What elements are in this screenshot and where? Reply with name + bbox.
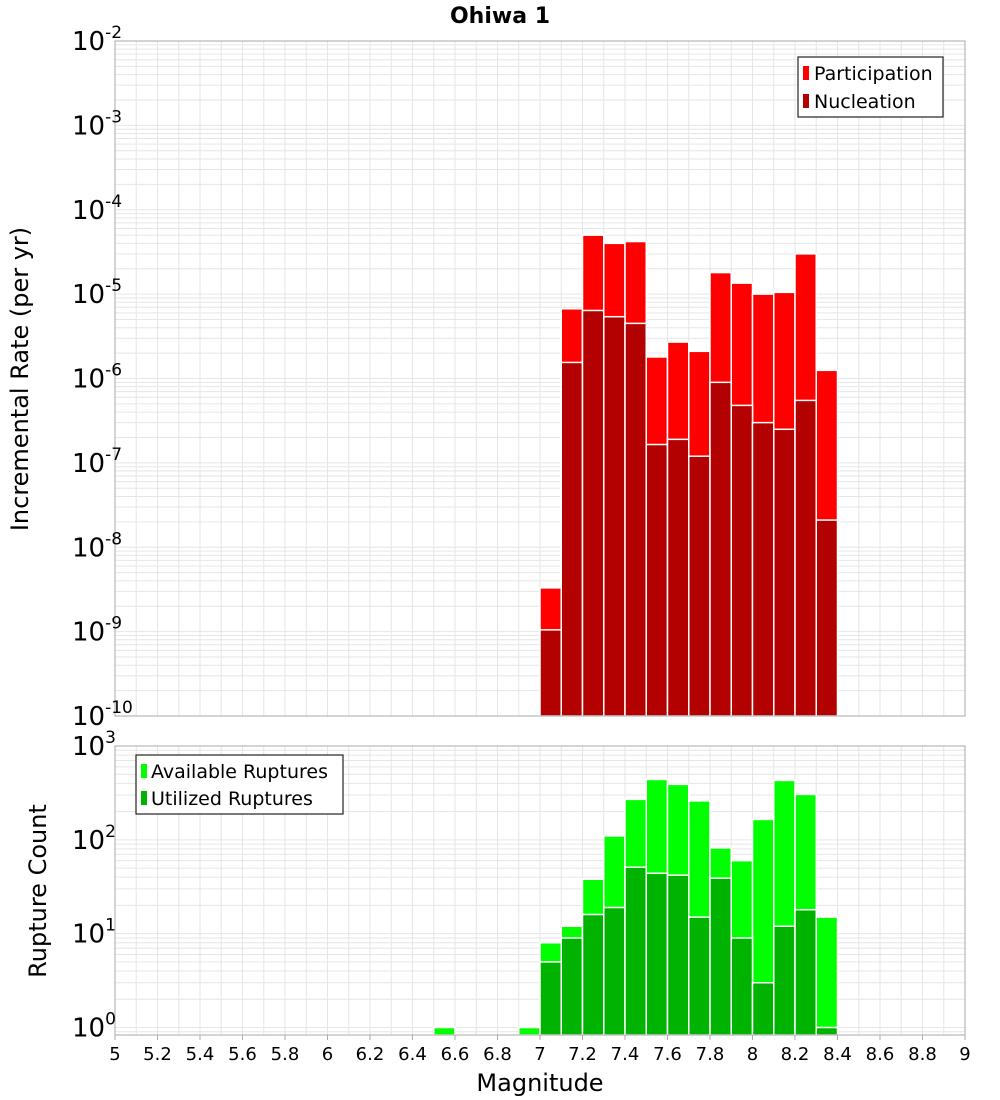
y-tick-label: 103	[72, 728, 116, 762]
bar-utilized-ruptures	[815, 1026, 839, 1036]
legend-swatch-nucleation	[803, 94, 809, 108]
bar-nucleation	[645, 443, 669, 717]
x-tick-label: 5.2	[143, 1044, 172, 1065]
x-tick-label: 8.8	[908, 1044, 937, 1065]
y-tick-label: 10-6	[72, 361, 122, 395]
x-tick-label: 6.6	[441, 1044, 470, 1065]
x-tick-label: 8.2	[781, 1044, 810, 1065]
x-tick-label: 6.2	[356, 1044, 385, 1065]
y-tick-label: 10-5	[72, 276, 122, 310]
bar-utilized-ruptures	[666, 874, 690, 1036]
x-tick-label: 8	[747, 1044, 758, 1065]
x-tick-label: 7.2	[568, 1044, 597, 1065]
bar-available-ruptures	[433, 1026, 456, 1036]
legend-label-nucleation: Nucleation	[814, 91, 916, 113]
y-tick-label: 101	[72, 916, 116, 950]
bar-utilized-ruptures	[645, 872, 669, 1036]
legend-label-participation: Participation	[814, 63, 933, 85]
rate-plot-bars	[539, 234, 839, 717]
x-tick-label: 5.4	[186, 1044, 215, 1065]
count-legend-box	[135, 754, 344, 815]
y-tick-label: 100	[72, 1009, 116, 1043]
count-plot-y-label: Rupture Count	[24, 804, 52, 978]
bar-nucleation	[560, 361, 584, 717]
y-tick-label: 10-2	[72, 23, 122, 57]
y-tick-label: 10-10	[72, 698, 133, 732]
bar-nucleation	[666, 438, 690, 717]
bar-nucleation	[730, 404, 754, 717]
rate-plot-y-label: Incremental Rate (per yr)	[6, 227, 34, 531]
x-tick-label: 7.4	[611, 1044, 640, 1065]
rate-plot-frame	[114, 40, 966, 717]
count-plot: 100 101 102 103 Rupture Count Available Rup…	[24, 728, 971, 1097]
x-tick-label: 6	[322, 1044, 333, 1065]
rate-plot-legend: Participation Nucleation	[797, 56, 944, 118]
bar-nucleation	[581, 309, 605, 717]
bar-utilized-ruptures	[751, 981, 775, 1036]
x-tick-label: 6.4	[398, 1044, 427, 1065]
bar-nucleation	[794, 399, 817, 717]
legend-swatch-participation	[803, 66, 809, 80]
x-tick-label: 6.8	[483, 1044, 512, 1065]
x-tick-label: 5.8	[271, 1044, 300, 1065]
bar-utilized-ruptures	[560, 937, 584, 1036]
legend-swatch-available-ruptures	[141, 764, 147, 778]
x-axis-label: Magnitude	[476, 1069, 603, 1097]
chart-title: Ohiwa 1	[450, 4, 550, 29]
x-tick-label: 8.6	[866, 1044, 895, 1065]
bar-utilized-ruptures	[709, 877, 732, 1036]
rate-plot: 10-10 10-9 10-8 10-7 10-6 10-5 10-4 10-3 10-2 In…	[6, 23, 966, 732]
bar-utilized-ruptures	[624, 866, 647, 1036]
bar-nucleation	[624, 322, 647, 717]
y-tick-label: 102	[72, 822, 116, 856]
bar-utilized-ruptures	[581, 913, 605, 1036]
bar-available-ruptures	[815, 916, 839, 1036]
y-tick-label: 10-4	[72, 192, 122, 226]
bar-utilized-ruptures	[794, 908, 817, 1036]
x-tick-label: 5.6	[228, 1044, 257, 1065]
y-tick-label: 10-7	[72, 445, 122, 479]
legend-label-utilized-ruptures: Utilized Ruptures	[151, 788, 313, 810]
legend-label-available-ruptures: Available Ruptures	[151, 761, 328, 783]
count-plot-bars	[433, 778, 839, 1036]
y-tick-label: 10-9	[72, 614, 122, 648]
bar-nucleation	[539, 629, 562, 717]
count-plot-y-ticks: 100 101 102 103	[72, 728, 116, 1043]
bar-nucleation	[773, 428, 796, 717]
count-plot-legend: Available Ruptures Utilized Ruptures	[135, 754, 344, 815]
x-tick-label: 7.6	[653, 1044, 682, 1065]
legend-swatch-utilized-ruptures	[141, 791, 147, 805]
rate-plot-y-ticks: 10-10 10-9 10-8 10-7 10-6 10-5 10-4 10-3 10-2	[72, 23, 133, 732]
x-tick-label: 8.4	[823, 1044, 852, 1065]
y-tick-label: 10-8	[72, 529, 122, 563]
rate-legend-box	[797, 56, 944, 118]
bar-nucleation	[603, 315, 626, 717]
bar-nucleation	[815, 519, 839, 717]
x-tick-label: 7	[534, 1044, 545, 1065]
x-tick-label: 7.8	[696, 1044, 725, 1065]
y-tick-label: 10-3	[72, 107, 122, 141]
x-tick-label: 9	[959, 1044, 970, 1065]
bar-nucleation	[709, 381, 732, 717]
bar-available-ruptures	[518, 1026, 541, 1036]
bar-utilized-ruptures	[688, 916, 711, 1036]
bar-nucleation	[688, 455, 711, 717]
bar-utilized-ruptures	[539, 961, 562, 1036]
x-tick-label: 5	[109, 1044, 120, 1065]
bar-utilized-ruptures	[773, 925, 796, 1036]
bar-utilized-ruptures	[603, 906, 626, 1036]
x-axis-ticks: 5 5.2 5.4 5.6 5.8 6 6.2 6.4 6.6 6.8 7 7.2 7.4 7.6 7.8 8…	[109, 1035, 971, 1065]
bar-nucleation	[751, 421, 775, 717]
bar-utilized-ruptures	[730, 937, 754, 1036]
